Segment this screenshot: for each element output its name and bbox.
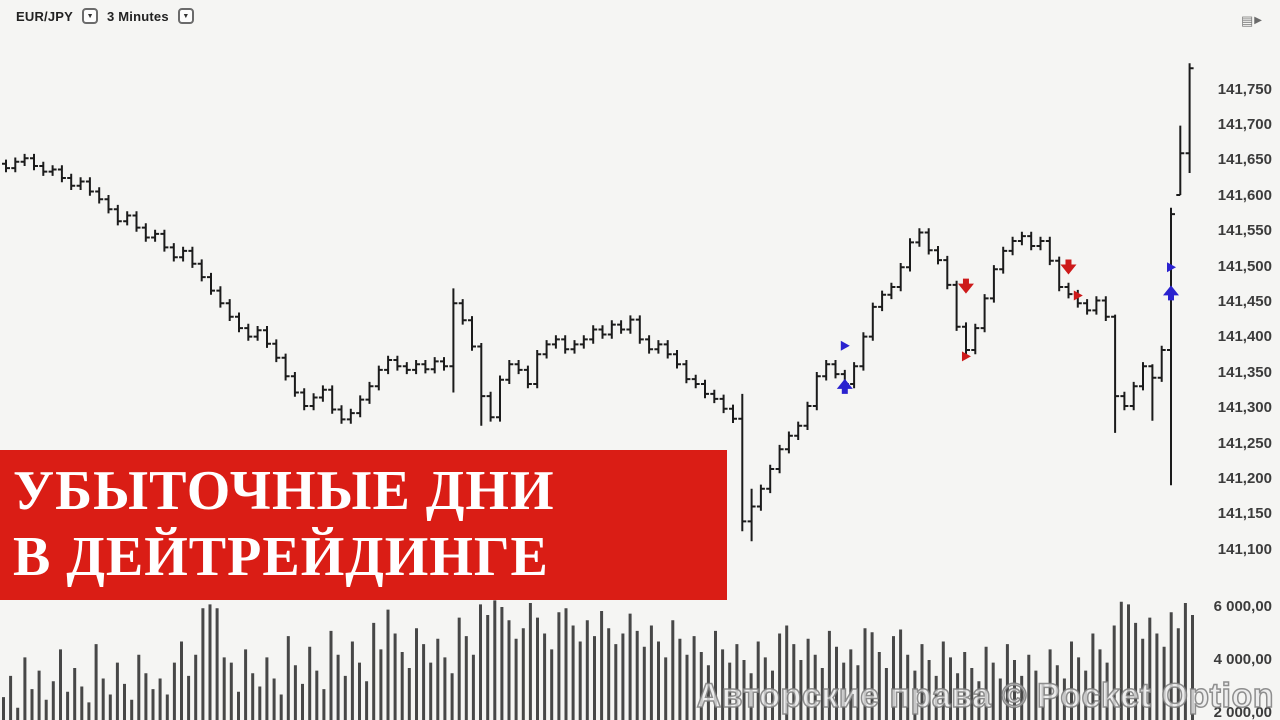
chevron-down-icon: ▼ [86, 12, 94, 20]
price-axis-label: 141,750 [1217, 80, 1272, 98]
chart-header: EUR/JPY ▼ 3 Minutes ▼ [16, 8, 194, 24]
price-axis-label: 141,350 [1217, 363, 1272, 381]
volume-axis-label: 4 000,00 [1213, 651, 1272, 668]
price-axis-label: 141,650 [1217, 151, 1272, 169]
banner-line-2: В ДЕЙТРЕЙДИНГЕ [13, 526, 549, 588]
price-axis-label: 141,500 [1217, 257, 1272, 275]
price-axis-label: 141,200 [1217, 469, 1272, 487]
sell-signal-right-arrow-icon [1073, 290, 1083, 301]
promo-banner: УБЫТОЧНЫЕ ДНИ В ДЕЙТРЕЙДИНГЕ [0, 450, 727, 600]
timeframe-dropdown-button[interactable]: ▼ [177, 8, 194, 24]
buy-signal-right-arrow-icon [1167, 262, 1176, 273]
volume-axis-label: 2 000,00 [1213, 704, 1272, 720]
buy-signal-right-arrow-icon [840, 340, 850, 351]
symbol-dropdown-button[interactable]: ▼ [82, 8, 99, 24]
price-axis-label: 141,400 [1217, 328, 1272, 346]
price-axis-label: 141,600 [1217, 186, 1272, 204]
symbol-label: EUR/JPY [16, 8, 74, 24]
chevron-down-icon: ▼ [182, 12, 190, 20]
price-axis-label: 141,300 [1217, 399, 1272, 417]
sell-signal-down-arrow-icon [957, 278, 974, 294]
buy-signal-up-arrow-icon [836, 378, 853, 394]
price-axis-label: 141,700 [1217, 115, 1272, 133]
price-axis-label: 141,450 [1217, 292, 1272, 310]
price-axis-label: 141,250 [1217, 434, 1272, 452]
price-axis-label: 141,550 [1217, 222, 1272, 240]
timeframe-label: 3 Minutes [107, 8, 169, 24]
panel-toggle-button[interactable]: ▤ ▶ [1241, 14, 1262, 27]
buy-signal-up-arrow-icon [1163, 285, 1179, 301]
volume-bars [2, 600, 1194, 720]
sell-signal-down-arrow-icon [1060, 259, 1077, 275]
price-axis-label: 141,150 [1217, 505, 1272, 523]
sell-signal-right-arrow-icon [961, 351, 971, 362]
panel-arrow-icon: ▶ [1254, 14, 1262, 26]
price-axis-label: 141,100 [1217, 540, 1272, 558]
banner-line-1: УБЫТОЧНЫЕ ДНИ [13, 460, 555, 523]
copyright-watermark: Авторские права © Pocket Option [696, 676, 1274, 716]
panel-grid-icon: ▤ [1241, 13, 1254, 28]
volume-axis-label: 6 000,00 [1213, 598, 1272, 615]
ohlc-bars [2, 63, 1194, 542]
